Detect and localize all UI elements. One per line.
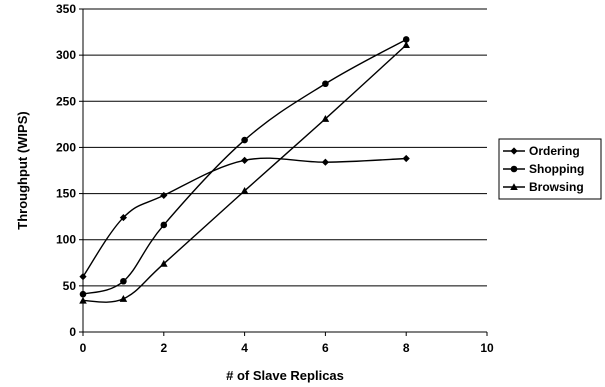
series-line-browsing xyxy=(82,44,407,303)
y-tick-label: 250 xyxy=(56,94,76,108)
data-point-shopping xyxy=(120,277,127,285)
series-shopping xyxy=(79,36,410,298)
series xyxy=(79,36,410,304)
y-tick-label: 0 xyxy=(69,325,76,339)
data-point-shopping xyxy=(402,36,410,43)
y-tick-label: 350 xyxy=(56,2,76,16)
legend: Ordering Shopping Browsing xyxy=(498,138,602,200)
data-point-shopping xyxy=(79,290,87,298)
data-point-shopping xyxy=(160,221,168,229)
series-browsing xyxy=(79,41,410,304)
series-ordering xyxy=(79,154,410,281)
data-point-ordering xyxy=(119,213,127,222)
legend-item-ordering: Ordering xyxy=(503,144,580,158)
data-point-ordering xyxy=(321,158,329,166)
data-point-ordering xyxy=(160,191,168,200)
y-tick-label: 100 xyxy=(56,233,76,247)
series-line-shopping xyxy=(82,38,407,295)
data-point-browsing xyxy=(402,41,410,49)
y-axis-label: Throughput (WIPS) xyxy=(15,111,30,229)
data-point-browsing xyxy=(240,187,249,194)
legend-item-shopping: Shopping xyxy=(503,162,584,176)
legend-item-browsing: Browsing xyxy=(503,180,584,194)
data-point-browsing xyxy=(79,296,87,304)
x-tick-label: 4 xyxy=(241,341,248,355)
legend-marker-browsing xyxy=(510,183,518,191)
x-tick-label: 0 xyxy=(80,341,87,355)
data-point-ordering xyxy=(402,154,410,163)
data-point-browsing xyxy=(321,115,330,122)
tick-labels: 0 50 100 150 200 250 300 350 0 2 4 6 8 10 xyxy=(56,2,494,355)
data-point-ordering xyxy=(79,273,87,281)
series-line-ordering xyxy=(82,157,407,278)
x-tick-label: 10 xyxy=(480,341,494,355)
legend-label-ordering: Ordering xyxy=(529,144,580,158)
data-point-ordering xyxy=(241,156,249,164)
x-tick-label: 8 xyxy=(403,341,410,355)
x-tick-label: 2 xyxy=(160,341,167,355)
grid-lines xyxy=(83,8,487,287)
data-point-browsing xyxy=(119,294,128,302)
data-point-shopping xyxy=(322,80,329,88)
legend-marker-ordering xyxy=(510,147,518,155)
data-point-browsing xyxy=(160,259,168,267)
data-point-shopping xyxy=(241,136,248,144)
legend-marker-shopping xyxy=(510,165,518,173)
x-tick-label: 6 xyxy=(322,341,329,355)
x-axis-label: # of Slave Replicas xyxy=(226,368,344,383)
legend-label-shopping: Shopping xyxy=(529,162,584,176)
legend-label-browsing: Browsing xyxy=(529,180,584,194)
y-tick-label: 150 xyxy=(56,187,76,201)
y-tick-label: 50 xyxy=(63,279,77,293)
y-tick-label: 300 xyxy=(56,48,76,62)
y-tick-label: 200 xyxy=(56,140,76,154)
